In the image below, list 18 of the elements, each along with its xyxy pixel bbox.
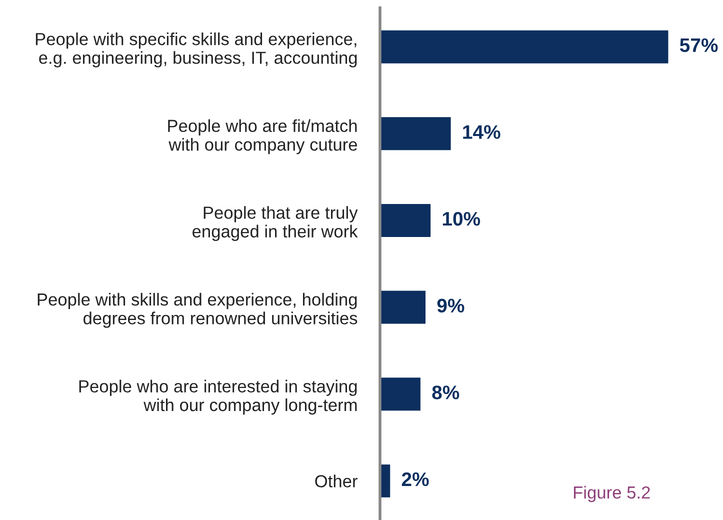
bar bbox=[380, 204, 431, 237]
data-label: 14% bbox=[463, 125, 500, 139]
y-tick-label: People with specific skills and experience, e.g. engineering, business, IT, accounting bbox=[36, 32, 357, 68]
y-tick-label: People who are interested in staying with our company long-term bbox=[79, 380, 357, 415]
data-label: 9% bbox=[437, 298, 464, 313]
y-tick-label: Other bbox=[315, 474, 358, 488]
data-label: 8% bbox=[432, 386, 460, 400]
data-label: 10% bbox=[442, 212, 480, 226]
y-tick-label: People who are fit/match with our company cuture bbox=[168, 119, 358, 154]
bar bbox=[380, 117, 451, 150]
data-label: 57% bbox=[680, 38, 718, 52]
bar bbox=[380, 378, 420, 411]
y-tick-label: People with skills and experience, holding degrees from renowned universities bbox=[38, 292, 358, 328]
annotation: Figure 5.2 bbox=[574, 486, 650, 502]
bar bbox=[380, 290, 426, 324]
data-label: 2% bbox=[402, 472, 429, 486]
bar bbox=[380, 30, 668, 64]
y-tick-label: People that are truly engaged in their work bbox=[192, 206, 358, 241]
